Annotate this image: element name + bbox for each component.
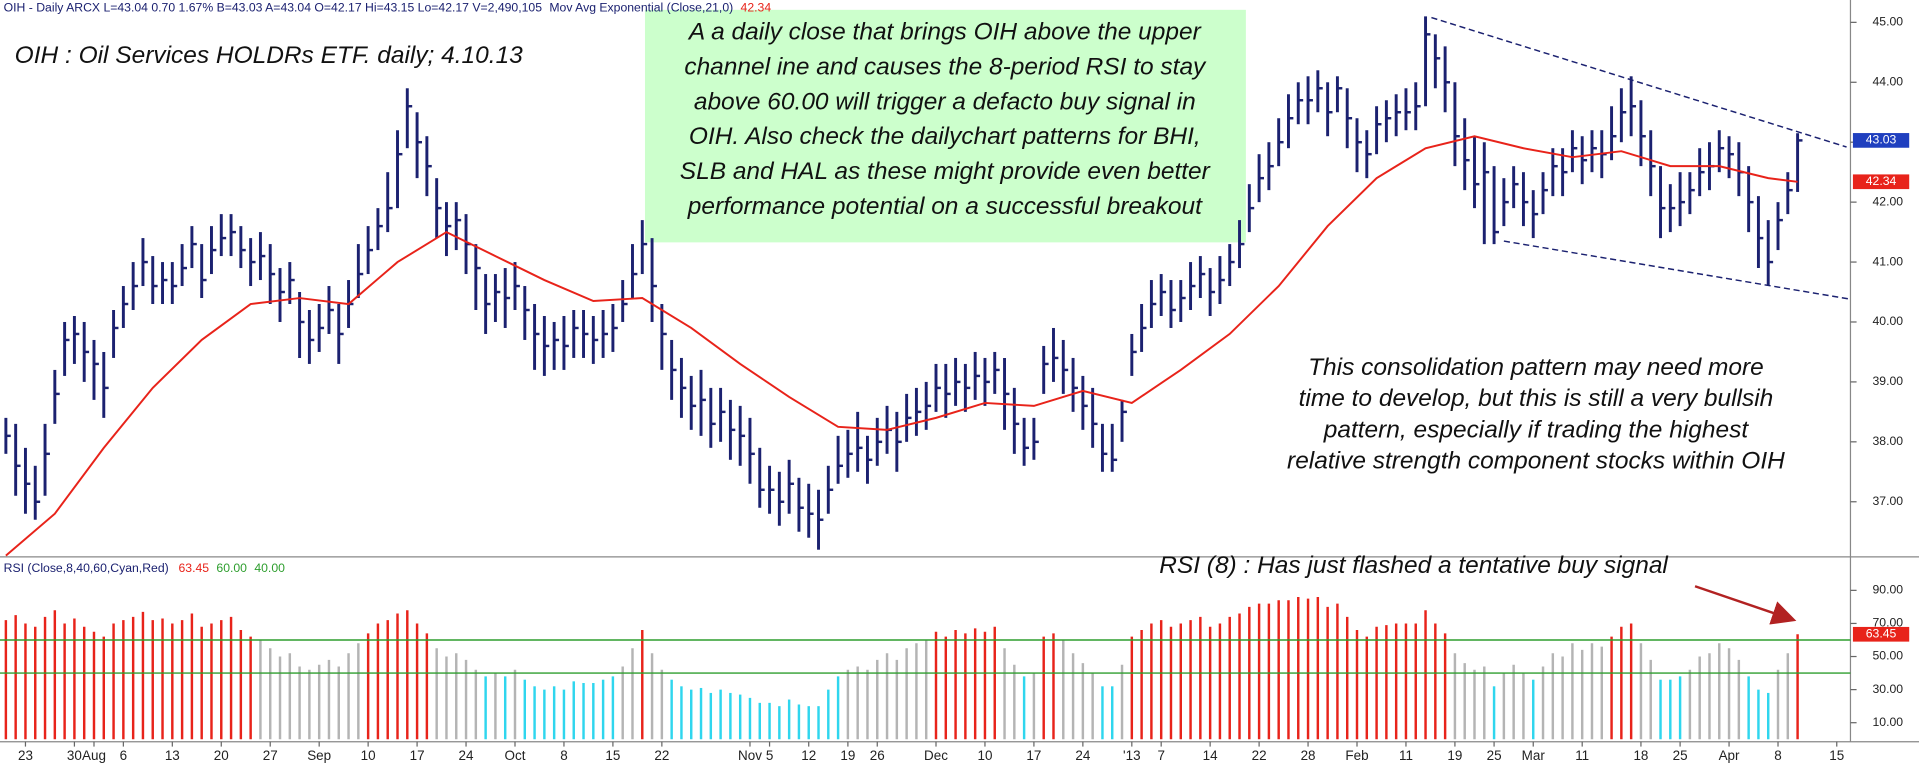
y-tick-label: 41.00 xyxy=(1872,254,1903,268)
x-tick-label: 10 xyxy=(361,748,376,763)
rsi-level: 60.00 xyxy=(216,561,247,575)
annotation-line: SLB and HAL as these might provide even … xyxy=(680,158,1211,185)
x-tick-label: 19 xyxy=(1447,748,1462,763)
x-tick-label: 15 xyxy=(1829,748,1844,763)
x-tick-label: 26 xyxy=(870,748,885,763)
x-tick-label: 7 xyxy=(1157,748,1164,763)
x-tick-label: 17 xyxy=(1026,748,1041,763)
rsi-header: RSI (Close,8,40,60,Cyan,Red) 63.45 60.00 40… xyxy=(4,561,285,575)
moving-average-line xyxy=(5,135,1798,557)
x-tick-label: 6 xyxy=(120,748,127,763)
x-tick-label: 23 xyxy=(18,748,33,763)
y-tick-label: 50.00 xyxy=(1872,649,1903,663)
x-tick-label: 17 xyxy=(410,748,425,763)
chart-title: OIH : Oil Services HOLDRs ETF. daily; 4.… xyxy=(15,42,524,69)
x-tick-label: Nov xyxy=(738,748,762,763)
value-box-label: 42.34 xyxy=(1866,174,1897,188)
annotation-line: pattern, especially if trading the highe… xyxy=(1323,416,1750,443)
arrow xyxy=(1694,585,1797,625)
value-box xyxy=(1852,174,1910,190)
x-tick-label: 11 xyxy=(1575,748,1589,763)
x-tick-label: 18 xyxy=(1633,748,1648,763)
y-tick-label: 37.00 xyxy=(1872,494,1903,508)
x-tick-label: Feb xyxy=(1345,748,1368,763)
x-tick-label: 20 xyxy=(214,748,229,763)
annotation-line: channel ine and causes the 8-period RSI … xyxy=(684,53,1207,80)
value-box xyxy=(1852,133,1910,148)
rsi-level: 40.00 xyxy=(254,561,285,575)
value-box xyxy=(1852,626,1910,642)
x-tick-label: 24 xyxy=(459,748,474,763)
annotation-line: performance potential on a successful br… xyxy=(687,193,1203,220)
x-tick-label: 8 xyxy=(1774,748,1781,763)
y-tick-label: 40.00 xyxy=(1872,314,1903,328)
annotation-line: This consolidation pattern may need more xyxy=(1308,354,1764,381)
value-box-label: 43.03 xyxy=(1866,133,1897,147)
x-tick-label: Oct xyxy=(505,748,526,763)
x-tick-label: 14 xyxy=(1203,748,1218,763)
x-tick-label: 25 xyxy=(1487,748,1502,763)
x-tick-label: Mar xyxy=(1522,748,1546,763)
channel-line xyxy=(1431,16,1847,148)
x-tick-label: 22 xyxy=(1252,748,1267,763)
y-tick-label: 45.00 xyxy=(1872,15,1903,29)
x-tick-label: 12 xyxy=(801,748,816,763)
y-tick-label: 38.00 xyxy=(1872,434,1903,448)
value-box-label: 63.45 xyxy=(1866,627,1897,641)
y-tick-label: 42.00 xyxy=(1872,194,1903,208)
annotation-line: OIH. Also check the dailychart patterns … xyxy=(689,123,1201,150)
rsi-value: 63.45 xyxy=(178,561,209,575)
x-tick-label: '13 xyxy=(1123,748,1141,763)
x-tick-label: 15 xyxy=(605,748,620,763)
x-tick-label: Sep xyxy=(307,748,331,763)
y-tick-label: 70.00 xyxy=(1872,616,1903,630)
x-tick-label: 27 xyxy=(263,748,278,763)
annotation-box xyxy=(644,9,1246,243)
legend-entry: Mov Avg Exponential (Close,21,0) xyxy=(549,1,733,15)
x-tick-label: 30 xyxy=(67,748,82,763)
x-tick-label: 22 xyxy=(654,748,669,763)
header: OIH - Daily ARCX L=43.04 0.70 1.67% B=43… xyxy=(4,1,543,15)
x-tick-label: 11 xyxy=(1399,748,1413,763)
x-tick-label: 8 xyxy=(560,748,567,763)
legend-value: 42.34 xyxy=(741,1,772,15)
x-tick-label: Apr xyxy=(1719,748,1740,763)
y-tick-label: 44.00 xyxy=(1872,75,1903,89)
rsi-title: RSI (Close,8,40,60,Cyan,Red) xyxy=(4,561,169,575)
x-tick-label: Aug xyxy=(82,748,106,763)
annotation-line: time to develop, but this is still a ver… xyxy=(1299,385,1774,412)
annotation-line: relative strength component stocks withi… xyxy=(1287,448,1785,475)
x-tick-label: Dec xyxy=(924,748,948,763)
annotation-line: above 60.00 will trigger a defacto buy s… xyxy=(694,88,1196,115)
x-tick-label: 25 xyxy=(1673,748,1688,763)
x-tick-label: 10 xyxy=(977,748,992,763)
y-tick-label: 39.00 xyxy=(1872,374,1903,388)
x-tick-label: 19 xyxy=(840,748,855,763)
x-tick-label: 13 xyxy=(165,748,180,763)
chart-header: OIH - Daily ARCX L=43.04 0.70 1.67% B=43… xyxy=(4,1,772,15)
x-tick-label: 5 xyxy=(766,748,773,763)
rsi-annotation: RSI (8) : Has just flashed a tentative b… xyxy=(1159,552,1668,579)
y-tick-label: 30.00 xyxy=(1872,682,1903,696)
x-tick-label: 24 xyxy=(1075,748,1090,763)
x-tick-label: 28 xyxy=(1301,748,1316,763)
y-tick-label: 90.00 xyxy=(1872,583,1903,597)
y-tick-label: 10.00 xyxy=(1872,715,1903,729)
annotation-line: A a daily close that brings OIH above th… xyxy=(687,19,1202,46)
